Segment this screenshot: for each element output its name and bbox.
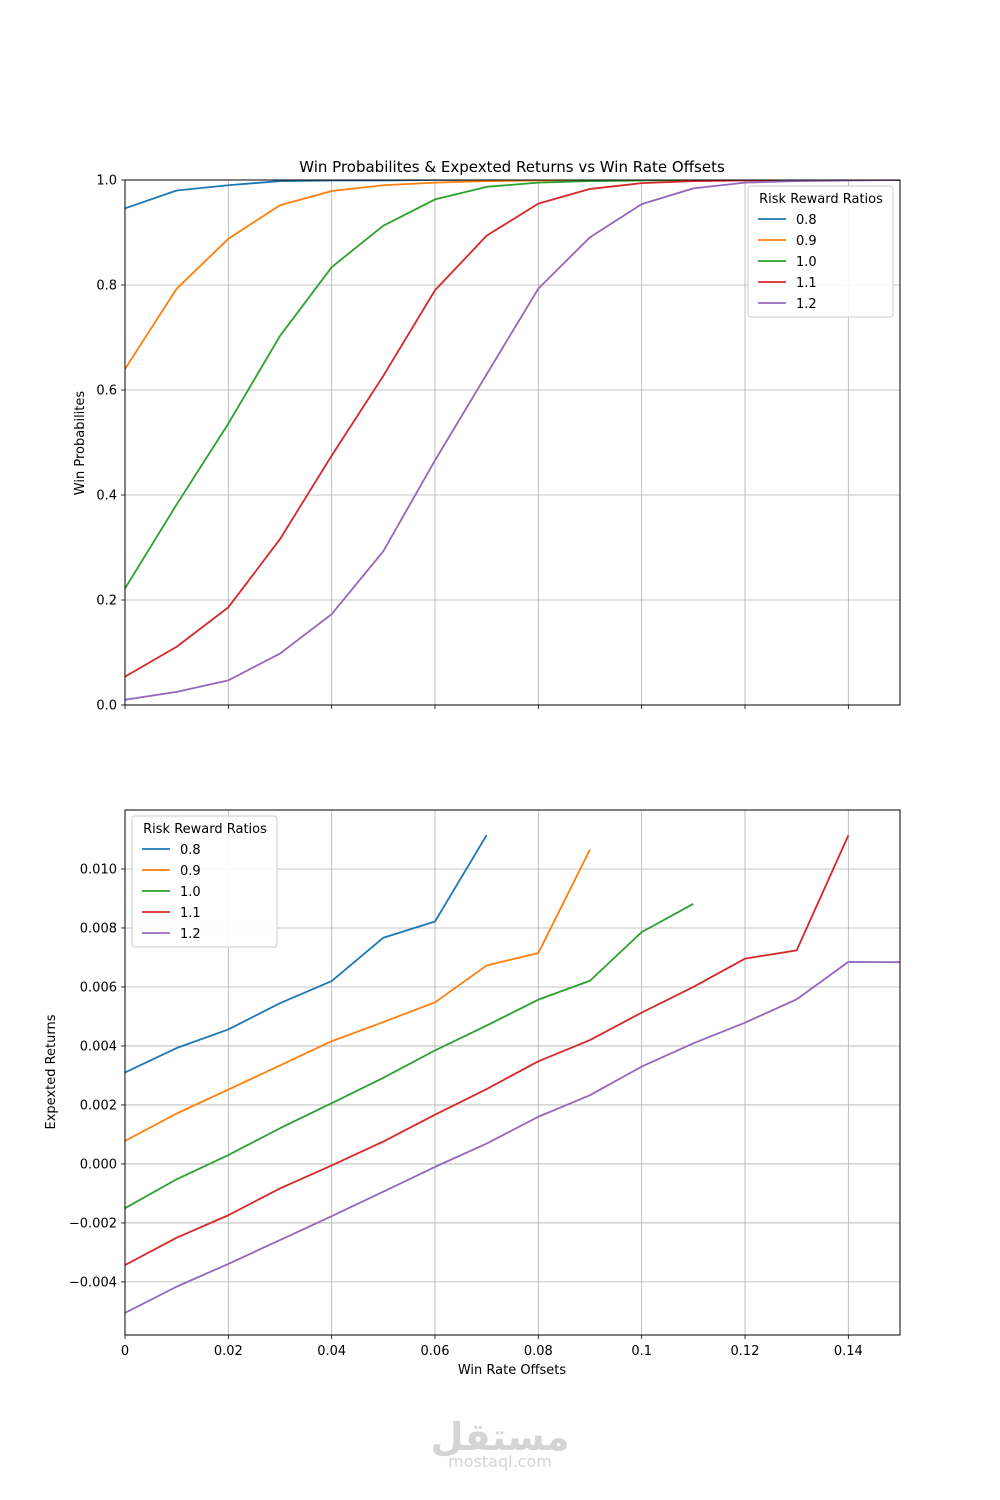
- bottom-x-tick-label: 0.08: [524, 1344, 553, 1359]
- bottom-y-tick-label: 0.004: [80, 1039, 117, 1054]
- top-legend-label: 1.0: [796, 255, 817, 270]
- bottom-y-tick-label: 0.000: [80, 1157, 117, 1172]
- bottom-legend-label: 1.1: [180, 906, 201, 921]
- bottom-y-tick-label: 0.008: [80, 921, 117, 936]
- bottom-x-tick-label: 0.04: [317, 1344, 346, 1359]
- watermark-caption: mostaql.com: [448, 1452, 552, 1471]
- top-legend-label: 1.1: [796, 276, 817, 291]
- top-series-line-1-2: [125, 180, 900, 701]
- top-plot-frame: [124, 179, 901, 706]
- bottom-series-line-0-9: [125, 849, 591, 1142]
- win-probabilities-panel: Win Probabilites & Expexted Returns vs W…: [73, 158, 901, 714]
- top-legend-label: 0.9: [796, 234, 817, 249]
- bottom-y-tick-label: −0.002: [69, 1216, 117, 1231]
- bottom-y-tick-label: −0.004: [69, 1275, 117, 1290]
- top-y-tick-label: 0.8: [96, 279, 117, 294]
- bottom-x-tick-label: 0.14: [834, 1344, 863, 1359]
- top-y-tick-label: 0.6: [96, 384, 117, 399]
- bottom-series-line-1-1: [125, 835, 850, 1266]
- top-y-tick-label: 1.0: [96, 174, 117, 189]
- bottom-series-line-1-2: [125, 961, 900, 1314]
- bottom-x-ticks: 0 0.02 0.04 0.06 0.08 0.1 0.12 0.14: [121, 1335, 863, 1359]
- bottom-y-tick-label: 0.010: [80, 862, 117, 877]
- bottom-series-lines: [125, 834, 900, 1314]
- bottom-x-tick-label: 0.06: [421, 1344, 450, 1359]
- top-legend-label: 0.8: [796, 213, 817, 228]
- bottom-legend-label: 0.8: [180, 843, 201, 858]
- top-y-ticks: 0.0 0.2 0.4 0.6 0.8 1.0: [96, 174, 125, 714]
- top-y-tick-label: 0.4: [96, 489, 117, 504]
- bottom-legend-label: 0.9: [180, 864, 201, 879]
- bottom-y-ticks: −0.004 −0.002 0.000 0.002 0.004 0.006 0.008 0.0…: [69, 862, 125, 1290]
- bottom-x-tick-label: 0.12: [731, 1344, 760, 1359]
- top-legend-label: 1.2: [796, 297, 817, 312]
- top-legend: Risk Reward Ratios 0.8 0.9 1.0 1.1 1.2: [747, 185, 894, 318]
- bottom-legend-label: 1.2: [180, 927, 201, 942]
- top-series-line-0-9: [125, 180, 900, 370]
- bottom-plot-frame: [124, 809, 901, 1336]
- bottom-legend-label: 1.0: [180, 885, 201, 900]
- chart-title: Win Probabilites & Expexted Returns vs W…: [299, 158, 725, 176]
- watermark-logo: مستقل: [431, 1415, 570, 1459]
- top-x-ticks: [124, 705, 849, 709]
- expected-returns-panel: −0.004 −0.002 0.000 0.002 0.004 0.006 0.008 0.0…: [44, 809, 901, 1378]
- bottom-y-tick-label: 0.002: [80, 1098, 117, 1113]
- bottom-y-axis-label: Expexted Returns: [44, 1014, 59, 1129]
- top-series-line-1-0: [125, 180, 900, 589]
- bottom-x-tick-label: 0.1: [631, 1344, 652, 1359]
- bottom-legend: Risk Reward Ratios 0.8 0.9 1.0 1.1 1.2: [131, 815, 278, 948]
- bottom-series-line-0-8: [125, 834, 488, 1074]
- top-series-line-0-8: [125, 180, 900, 210]
- bottom-x-axis-label: Win Rate Offsets: [458, 1363, 567, 1378]
- bottom-x-tick-label: 0.02: [214, 1344, 243, 1359]
- bottom-series-line-1-0: [125, 903, 694, 1209]
- top-y-tick-label: 0.2: [96, 594, 117, 609]
- top-legend-title: Risk Reward Ratios: [759, 192, 883, 207]
- top-y-tick-label: 0.0: [96, 699, 117, 714]
- mostaql-watermark: مستقل mostaql.com: [431, 1415, 570, 1471]
- bottom-legend-title: Risk Reward Ratios: [143, 822, 267, 837]
- bottom-legend-entries: 0.8 0.9 1.0 1.1 1.2: [142, 843, 201, 942]
- bottom-y-tick-label: 0.006: [80, 980, 117, 995]
- top-legend-entries: 0.8 0.9 1.0 1.1 1.2: [758, 213, 817, 312]
- top-y-axis-label: Win Probabilites: [73, 391, 88, 496]
- bottom-x-tick-label: 0: [121, 1344, 129, 1359]
